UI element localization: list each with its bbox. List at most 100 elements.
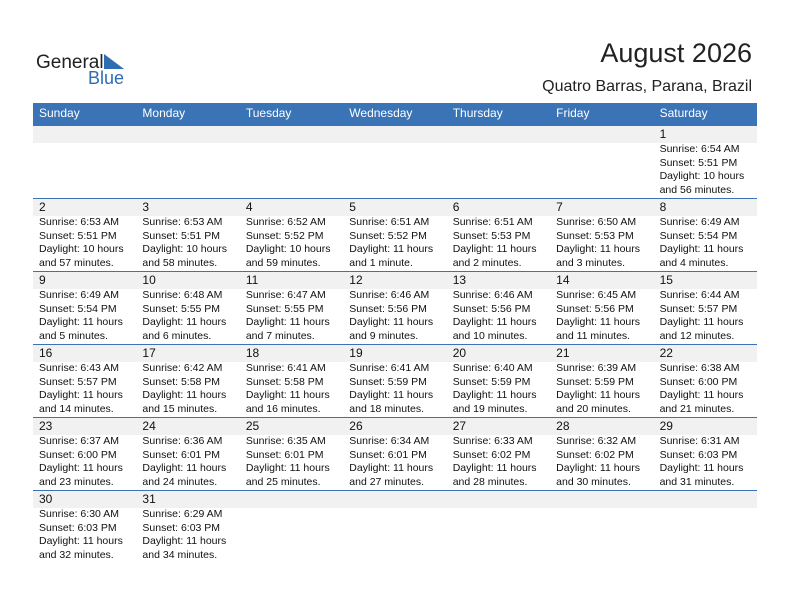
day-info: Sunrise: 6:39 AM	[556, 362, 637, 374]
day-info: and 30 minutes.	[556, 475, 631, 488]
day-info: Daylight: 11 hours	[349, 462, 434, 474]
day-info: Sunrise: 6:38 AM	[659, 362, 740, 374]
day-info: Daylight: 11 hours	[39, 316, 123, 328]
day-number: 12	[349, 273, 363, 287]
day-info: and 27 minutes.	[349, 475, 424, 488]
day-info: Sunrise: 6:52 AM	[245, 216, 326, 228]
day-info: Sunrise: 6:54 AM	[659, 143, 740, 155]
day-info: Sunrise: 6:30 AM	[39, 508, 119, 520]
day-info: Sunrise: 6:49 AM	[659, 216, 740, 228]
day-number-band	[33, 491, 757, 508]
day-info: Sunset: 5:51 PM	[659, 156, 738, 169]
day-info: and 10 minutes.	[452, 329, 528, 342]
day-number: 27	[452, 419, 467, 433]
day-info: Sunset: 5:56 PM	[452, 302, 531, 315]
day-number: 8	[659, 200, 667, 214]
day-info: Sunset: 6:03 PM	[659, 448, 738, 461]
day-info: and 9 minutes.	[349, 329, 419, 342]
day-info: Daylight: 11 hours	[39, 389, 123, 401]
day-info: Sunset: 5:53 PM	[452, 229, 531, 242]
day-info: and 21 minutes.	[659, 402, 735, 415]
day-info: Daylight: 11 hours	[659, 389, 744, 401]
day-info: Daylight: 11 hours	[349, 389, 434, 401]
day-info: and 19 minutes.	[452, 402, 528, 415]
weekday-label: Friday	[556, 106, 590, 120]
day-info: and 31 minutes.	[659, 475, 735, 488]
day-info: Sunset: 5:56 PM	[349, 302, 427, 315]
weekday-label: Tuesday	[245, 106, 292, 120]
day-number: 19	[349, 346, 363, 360]
day-info: Sunset: 5:59 PM	[556, 375, 634, 388]
day-info: and 15 minutes.	[142, 402, 218, 415]
day-info: Daylight: 11 hours	[245, 389, 330, 401]
day-info: Sunset: 6:02 PM	[452, 448, 531, 461]
day-number: 29	[659, 419, 673, 433]
day-info: and 2 minutes.	[452, 256, 522, 269]
day-info: Sunset: 6:03 PM	[142, 521, 221, 534]
logo-text: Blue	[88, 68, 125, 88]
day-number: 20	[452, 346, 467, 360]
day-number: 31	[142, 492, 156, 506]
day-info: Sunset: 5:51 PM	[142, 229, 221, 242]
day-info: and 5 minutes.	[39, 329, 108, 342]
day-info: Sunset: 5:52 PM	[349, 229, 427, 242]
day-info: Sunset: 6:02 PM	[556, 448, 634, 461]
day-info: Sunrise: 6:32 AM	[556, 435, 637, 447]
day-info: Daylight: 10 hours	[659, 170, 745, 182]
day-info: Daylight: 11 hours	[245, 462, 330, 474]
day-info: Daylight: 11 hours	[142, 462, 227, 474]
day-info: Daylight: 11 hours	[142, 316, 227, 328]
day-number: 13	[452, 273, 467, 287]
day-info: and 12 minutes.	[659, 329, 735, 342]
day-info: and 24 minutes.	[142, 475, 218, 488]
week-separator	[33, 490, 757, 491]
day-info: Sunrise: 6:48 AM	[142, 289, 223, 301]
logo-text: General	[36, 52, 104, 73]
day-info: and 34 minutes.	[142, 548, 218, 561]
day-info: Daylight: 11 hours	[452, 316, 537, 328]
week-separator	[33, 417, 757, 418]
day-info: Sunrise: 6:51 AM	[452, 216, 533, 228]
day-info: Sunset: 5:55 PM	[245, 302, 324, 315]
day-info: and 6 minutes.	[142, 329, 212, 342]
day-number-band	[33, 418, 757, 435]
day-info: Sunset: 6:01 PM	[245, 448, 324, 461]
day-info: Sunrise: 6:40 AM	[452, 362, 533, 374]
day-number-band	[33, 199, 757, 216]
day-info: Daylight: 11 hours	[556, 389, 640, 401]
day-info: Daylight: 11 hours	[142, 535, 227, 547]
day-info: Sunrise: 6:45 AM	[556, 289, 637, 301]
day-info: Sunset: 5:53 PM	[556, 229, 634, 242]
day-info: Daylight: 11 hours	[349, 316, 434, 328]
day-number: 5	[349, 200, 356, 214]
day-number: 28	[556, 419, 570, 433]
day-number: 7	[556, 200, 563, 214]
day-number: 2	[39, 200, 46, 214]
day-info: Daylight: 11 hours	[39, 462, 123, 474]
day-number: 14	[556, 273, 570, 287]
day-info: Daylight: 11 hours	[452, 389, 537, 401]
day-info: Sunrise: 6:31 AM	[659, 435, 740, 447]
day-info: and 3 minutes.	[556, 256, 626, 269]
day-info: Sunrise: 6:46 AM	[349, 289, 430, 301]
weekday-label: Thursday	[452, 106, 503, 120]
day-number-band	[33, 126, 757, 143]
subtitle: Quatro Barras, Parana, Brazil	[542, 78, 752, 95]
logo-icon	[104, 54, 124, 69]
day-info: Daylight: 11 hours	[659, 316, 744, 328]
day-number: 22	[659, 346, 673, 360]
day-info: Sunrise: 6:53 AM	[142, 216, 223, 228]
day-info: Sunrise: 6:53 AM	[39, 216, 119, 228]
day-info: Sunset: 5:59 PM	[452, 375, 531, 388]
day-number: 18	[245, 346, 260, 360]
weekday-label: Monday	[142, 106, 186, 120]
day-number: 25	[245, 419, 260, 433]
weekday-label: Saturday	[659, 106, 708, 120]
day-info: Sunrise: 6:36 AM	[142, 435, 223, 447]
day-info: Sunset: 5:57 PM	[39, 375, 117, 388]
week-separator	[33, 198, 757, 199]
day-info: Sunrise: 6:41 AM	[245, 362, 326, 374]
day-info: Sunset: 5:58 PM	[142, 375, 221, 388]
day-info: and 14 minutes.	[39, 402, 114, 415]
